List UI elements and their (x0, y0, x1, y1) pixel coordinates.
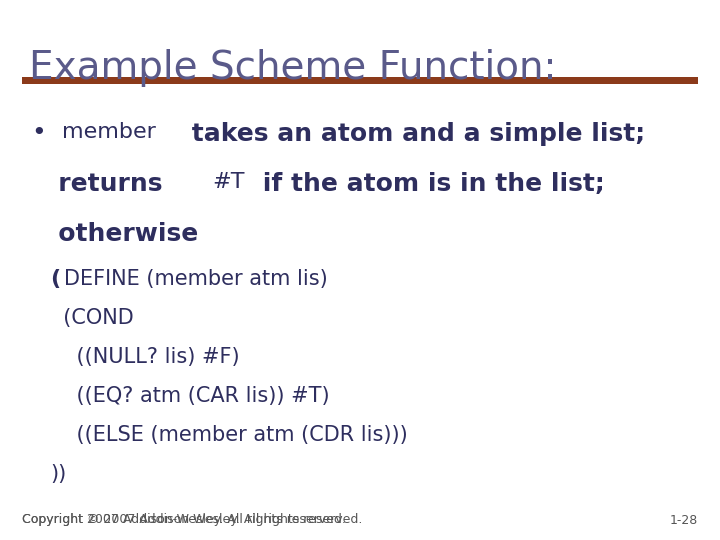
Text: (COND: (COND (50, 308, 134, 328)
Text: ((EQ? atm (CAR lis)) #T): ((EQ? atm (CAR lis)) #T) (50, 386, 330, 406)
Text: otherwise: otherwise (32, 222, 199, 246)
Text: (: ( (50, 269, 60, 289)
Text: Copyright 2007 Addison-Wesley. All rights reserved.: Copyright 2007 Addison-Wesley. All right… (22, 514, 346, 526)
Text: ((ELSE (member atm (CDR lis))): ((ELSE (member atm (CDR lis))) (50, 425, 408, 445)
Text: 1-28: 1-28 (670, 514, 698, 526)
Text: member: member (62, 122, 156, 141)
FancyBboxPatch shape (22, 77, 698, 84)
Text: ((NULL? lis) #F): ((NULL? lis) #F) (50, 347, 240, 367)
Text: #F: #F (718, 172, 720, 192)
Text: if the atom is in the list;: if the atom is in the list; (254, 172, 613, 195)
Text: takes an atom and a simple list;: takes an atom and a simple list; (183, 122, 645, 145)
Text: DEFINE (member atm lis): DEFINE (member atm lis) (63, 269, 328, 289)
Text: Copyright © 2007 Addison-Wesley. All rights reserved.: Copyright © 2007 Addison-Wesley. All rig… (22, 514, 362, 526)
Text: )): )) (50, 464, 67, 484)
Text: •: • (32, 122, 55, 145)
Text: Example Scheme Function:: Example Scheme Function: (29, 49, 569, 86)
Text: returns: returns (32, 172, 171, 195)
Text: #T: #T (212, 172, 245, 192)
